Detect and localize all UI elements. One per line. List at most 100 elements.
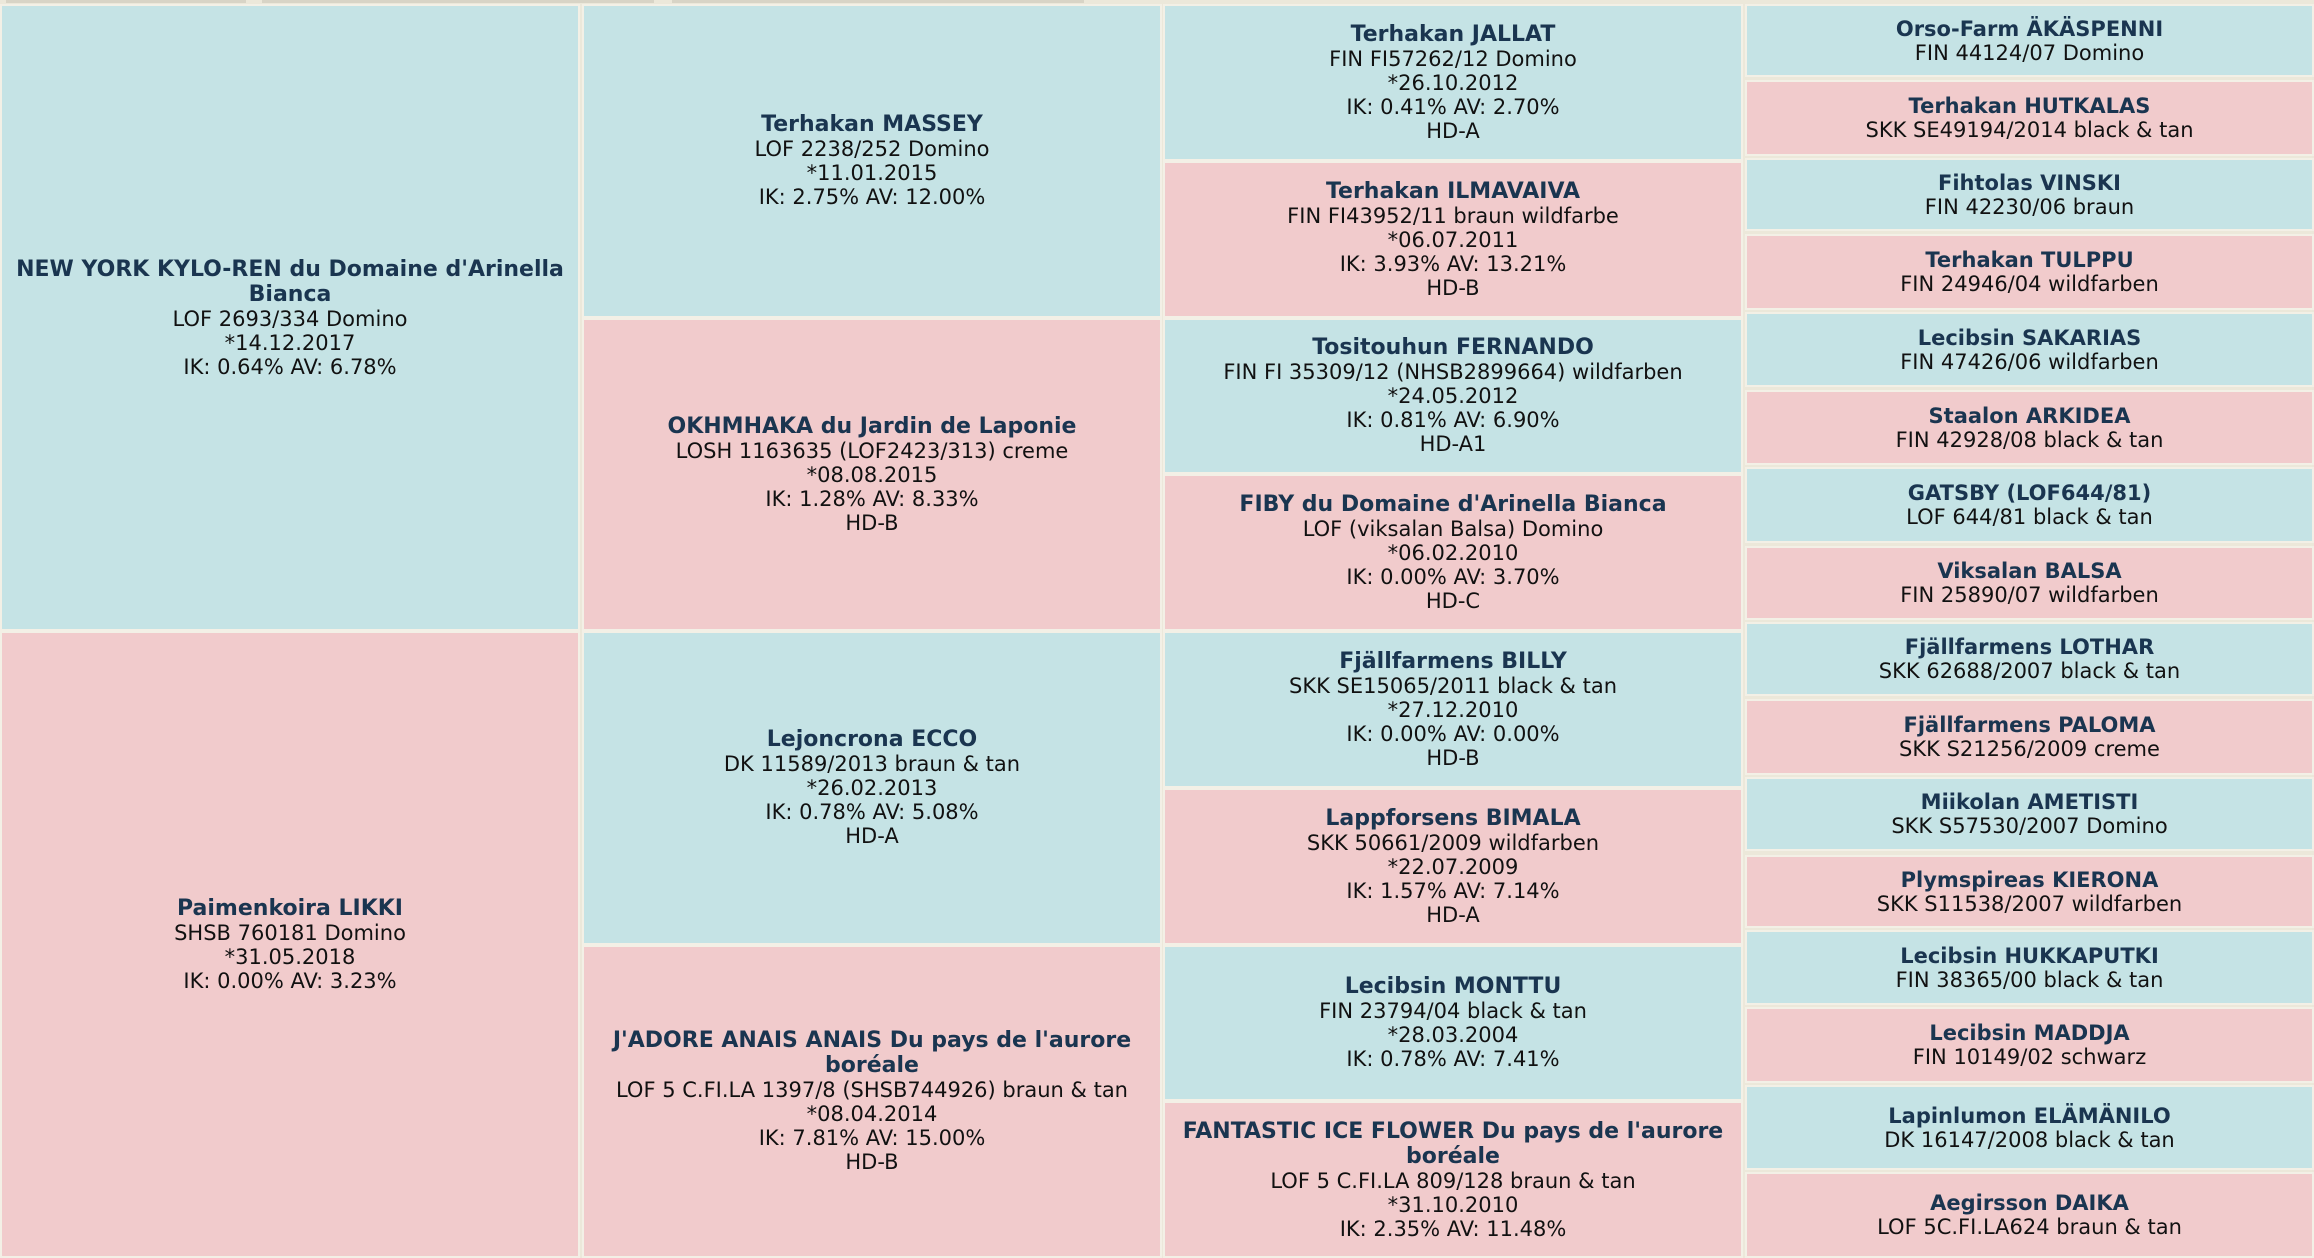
dog-name[interactable]: Plymspireas KIERONA: [1900, 867, 2159, 892]
pedigree-entry[interactable]: Plymspireas KIERONA SKK S11538/2007 wildf…: [1745, 855, 2314, 928]
pedigree-entry[interactable]: Paimenkoira LIKKI SHSB 760181 Domino *31.0…: [0, 631, 580, 1258]
dog-detail: FIN FI 35309/12 (NHSB2899664) wildfarben: [1223, 360, 1683, 385]
dog-name[interactable]: Terhakan JALLAT: [1350, 21, 1556, 47]
dog-name[interactable]: Terhakan ILMAVAIVA: [1325, 178, 1581, 204]
dog-detail: HD-B: [845, 510, 899, 535]
dog-detail: *26.02.2013: [806, 776, 938, 801]
dog-detail: IK: 3.93% AV: 13.21%: [1339, 251, 1567, 276]
dog-name[interactable]: Lappforsens BIMALA: [1325, 805, 1581, 831]
dog-detail: *31.10.2010: [1387, 1192, 1519, 1217]
dog-detail: SKK SE15065/2011 black & tan: [1288, 673, 1618, 698]
dog-detail: HD-B: [1426, 745, 1480, 770]
dog-detail: *06.07.2011: [1387, 227, 1519, 252]
dog-name[interactable]: Lapinlumon ELÄMÄNILO: [1888, 1103, 2171, 1128]
pedigree-entry[interactable]: J'ADORE ANAIS ANAIS Du pays de l'aurore …: [582, 944, 1162, 1258]
dog-detail: *11.01.2015: [806, 161, 938, 186]
pedigree-entry[interactable]: Terhakan HUTKALAS SKK SE49194/2014 black …: [1745, 80, 2314, 156]
dog-name[interactable]: OKHMHAKA du Jardin de Laponie: [667, 413, 1077, 439]
dog-name[interactable]: Fjällfarmens BILLY: [1339, 648, 1567, 674]
pedigree-entry[interactable]: Aegirsson DAIKA LOF 5C.FI.LA624 braun & t…: [1745, 1172, 2314, 1258]
dog-name[interactable]: Lecibsin SAKARIAS: [1917, 325, 2142, 350]
dog-name[interactable]: Fjällfarmens LOTHAR: [1904, 635, 2155, 659]
dog-name[interactable]: Lecibsin MADDJA: [1929, 1021, 2130, 1045]
pedigree-entry[interactable]: Lejoncrona ECCO DK 11589/2013 braun & tan…: [582, 631, 1162, 945]
dog-detail: HD-C: [1425, 589, 1481, 614]
dog-detail: FIN FI43952/11 braun wildfarbe: [1287, 203, 1619, 228]
pedigree-entry[interactable]: Lappforsens BIMALA SKK 50661/2009 wildfar…: [1163, 787, 1743, 945]
dog-detail: IK: 2.35% AV: 11.48%: [1339, 1216, 1567, 1241]
pedigree-entry[interactable]: NEW YORK KYLO-REN du Domaine d'Arinella …: [0, 4, 580, 631]
dog-detail: FIN 42928/08 black & tan: [1895, 427, 2164, 452]
pedigree-entry[interactable]: Terhakan MASSEY LOF 2238/252 Domino *11.01…: [582, 4, 1162, 318]
dog-name[interactable]: Terhakan MASSEY: [761, 112, 983, 138]
dog-detail: IK: 7.81% AV: 15.00%: [758, 1126, 986, 1151]
pedigree-entry[interactable]: Terhakan TULPPU FIN 24946/04 wildfarben: [1745, 234, 2314, 310]
dog-detail: LOSH 1163635 (LOF2423/313) creme: [675, 438, 1069, 463]
dog-name[interactable]: FIBY du Domaine d'Arinella Bianca: [1239, 492, 1667, 518]
pedigree-entry[interactable]: Fjällfarmens PALOMA SKK S21256/2009 creme: [1745, 699, 2314, 775]
pedigree-entry[interactable]: Lecibsin MONTTU FIN 23794/04 black & tan *…: [1163, 944, 1743, 1102]
dog-detail: SKK SE49194/2014 black & tan: [1865, 118, 2194, 142]
pedigree-entry[interactable]: FIBY du Domaine d'Arinella Bianca LOF (vi…: [1163, 474, 1743, 631]
pedigree-entry[interactable]: Lecibsin SAKARIAS FIN 47426/06 wildfarben: [1745, 312, 2314, 387]
pedigree-entry[interactable]: Staalon ARKIDEA FIN 42928/08 black & tan: [1745, 390, 2314, 465]
dog-name[interactable]: Lecibsin MONTTU: [1344, 974, 1562, 1000]
dog-name[interactable]: FANTASTIC ICE FLOWER Du pays de l'aurore…: [1182, 1118, 1724, 1169]
pedigree-entry[interactable]: Miikolan AMETISTI SKK S57530/2007 Domino: [1745, 777, 2314, 851]
pedigree-entry[interactable]: Terhakan ILMAVAIVA FIN FI43952/11 braun w…: [1163, 160, 1743, 318]
dog-detail: IK: 0.00% AV: 0.00%: [1346, 721, 1560, 746]
pedigree-entry[interactable]: OKHMHAKA du Jardin de Laponie LOSH 116363…: [582, 317, 1162, 631]
dog-detail: FIN 47426/06 wildfarben: [1900, 349, 2159, 374]
dog-detail: FIN 24946/04 wildfarben: [1900, 272, 2159, 296]
dog-detail: SKK S21256/2009 creme: [1899, 737, 2160, 761]
dog-detail: SKK 50661/2009 wildfarben: [1306, 830, 1600, 855]
top-strip: [262, 0, 654, 3]
dog-name[interactable]: Lejoncrona ECCO: [766, 727, 978, 753]
dog-name[interactable]: Aegirsson DAIKA: [1930, 1191, 2129, 1215]
dog-name[interactable]: Fihtolas VINSKI: [1938, 170, 2121, 195]
dog-name[interactable]: GATSBY (LOF644/81): [1907, 481, 2152, 505]
dog-name[interactable]: Staalon ARKIDEA: [1928, 403, 2131, 428]
dog-name[interactable]: J'ADORE ANAIS ANAIS Du pays de l'aurore …: [612, 1028, 1132, 1079]
dog-name[interactable]: Fjällfarmens PALOMA: [1903, 713, 2156, 737]
dog-detail: FIN 25890/07 wildfarben: [1900, 583, 2159, 607]
dog-detail: IK: 1.57% AV: 7.14%: [1346, 878, 1560, 903]
pedigree-entry[interactable]: Fjällfarmens BILLY SKK SE15065/2011 black…: [1163, 631, 1743, 788]
pedigree-entry[interactable]: Terhakan JALLAT FIN FI57262/12 Domino *26.…: [1163, 4, 1743, 161]
pedigree-entry[interactable]: Fihtolas VINSKI FIN 42230/06 braun: [1745, 158, 2314, 231]
dog-name[interactable]: Orso-Farm ÄKÄSPENNI: [1895, 16, 2164, 41]
dog-detail: IK: 0.81% AV: 6.90%: [1346, 408, 1560, 433]
pedigree-entry[interactable]: Lapinlumon ELÄMÄNILO DK 16147/2008 black …: [1745, 1085, 2314, 1170]
top-strip: [6, 0, 246, 3]
dog-detail: IK: 0.78% AV: 5.08%: [765, 800, 979, 825]
dog-name[interactable]: NEW YORK KYLO-REN du Domaine d'Arinella …: [16, 256, 564, 307]
pedigree-entry[interactable]: Tositouhun FERNANDO FIN FI 35309/12 (NHSB…: [1163, 317, 1743, 475]
dog-detail: LOF 5 C.FI.LA 809/128 braun & tan: [1270, 1168, 1636, 1193]
dog-name[interactable]: Terhakan TULPPU: [1925, 248, 2134, 272]
dog-detail: IK: 0.00% AV: 3.70%: [1346, 565, 1560, 590]
dog-detail: *22.07.2009: [1387, 854, 1519, 879]
pedigree-entry[interactable]: Viksalan BALSA FIN 25890/07 wildfarben: [1745, 546, 2314, 620]
dog-name[interactable]: Tositouhun FERNANDO: [1312, 335, 1594, 361]
pedigree-entry[interactable]: Orso-Farm ÄKÄSPENNI FIN 44124/07 Domino: [1745, 4, 2314, 77]
dog-detail: SHSB 760181 Domino: [174, 921, 406, 945]
pedigree-entry[interactable]: Lecibsin MADDJA FIN 10149/02 schwarz: [1745, 1007, 2314, 1083]
dog-name[interactable]: Miikolan AMETISTI: [1920, 790, 2139, 814]
pedigree-entry[interactable]: FANTASTIC ICE FLOWER Du pays de l'aurore…: [1163, 1101, 1743, 1258]
pedigree-entry[interactable]: Fjällfarmens LOTHAR SKK 62688/2007 black …: [1745, 622, 2314, 696]
dog-name[interactable]: Paimenkoira LIKKI: [177, 896, 403, 921]
dog-name[interactable]: Viksalan BALSA: [1937, 559, 2122, 583]
dog-detail: LOF 5 C.FI.LA 1397/8 (SHSB744926) braun …: [615, 1078, 1128, 1103]
dog-name[interactable]: Lecibsin HUKKAPUTKI: [1900, 943, 2159, 968]
pedigree-entry[interactable]: Lecibsin HUKKAPUTKI FIN 38365/00 black & …: [1745, 930, 2314, 1005]
dog-detail: *06.02.2010: [1387, 541, 1519, 566]
dog-detail: FIN FI57262/12 Domino: [1329, 46, 1577, 71]
dog-name[interactable]: Terhakan HUTKALAS: [1908, 94, 2151, 118]
dog-detail: *08.08.2015: [806, 462, 938, 487]
dog-detail: HD-A: [1426, 902, 1480, 927]
pedigree-entry[interactable]: GATSBY (LOF644/81) LOF 644/81 black & tan: [1745, 467, 2314, 543]
dog-detail: *31.05.2018: [224, 945, 356, 969]
dog-detail: FIN 10149/02 schwarz: [1912, 1045, 2147, 1069]
dog-detail: SKK S11538/2007 wildfarben: [1876, 891, 2183, 916]
dog-detail: FIN 23794/04 black & tan: [1319, 999, 1587, 1024]
